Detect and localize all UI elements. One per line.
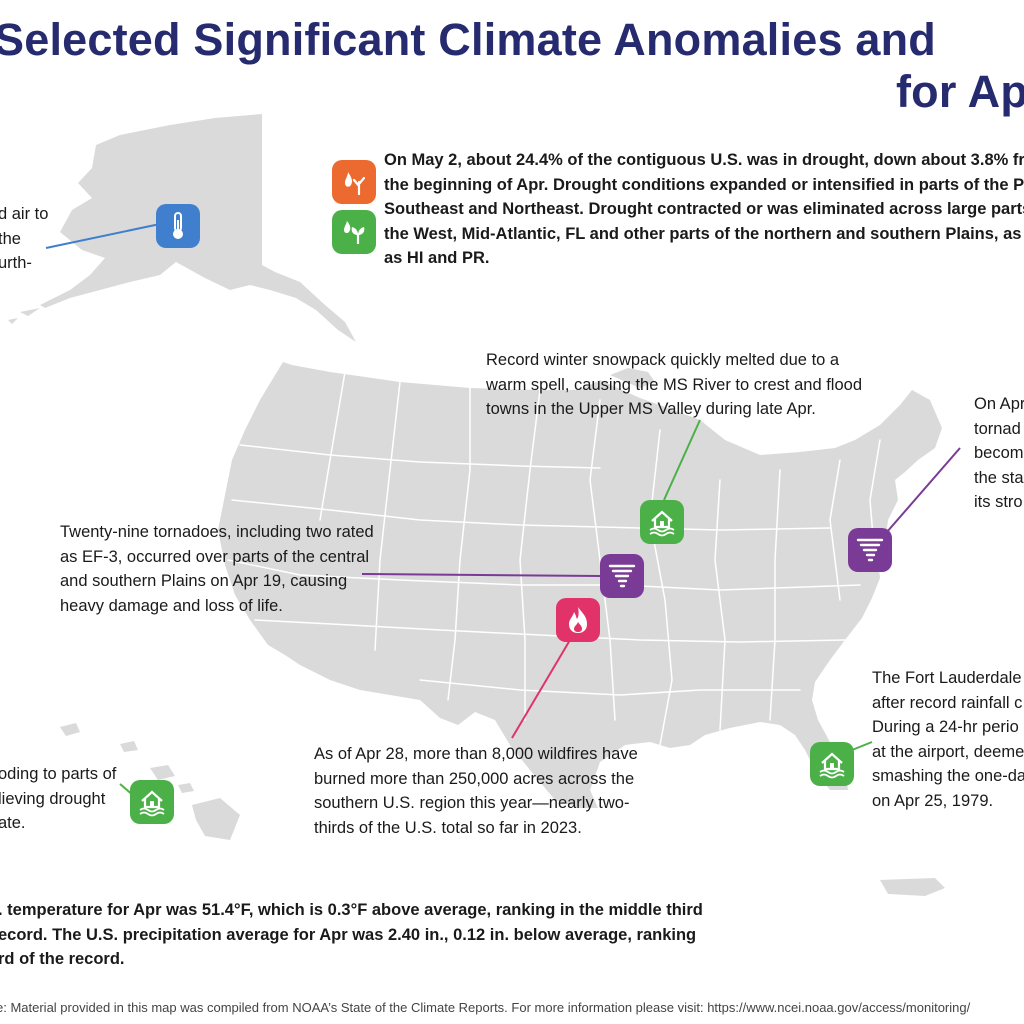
annotation-drought: On May 2, about 24.4% of the contiguous …	[384, 151, 1024, 267]
tornado-icon-northeast	[848, 528, 892, 572]
leader-line-wildfire	[511, 639, 571, 739]
leader-line-alaska	[45, 223, 161, 249]
annotation-hawaii: oding to parts of lieving drought ate.	[0, 765, 117, 832]
hawaii-shape	[60, 723, 240, 840]
annotation-florida: The Fort Lauderdale after record rainfal…	[872, 669, 1024, 810]
leader-line-plains	[361, 573, 601, 577]
flood-icon-hawaii	[130, 780, 174, 824]
source-footnote: e: Material provided in this map was com…	[0, 1000, 971, 1015]
national-summary: . temperature for Apr was 51.4°F, which …	[0, 901, 703, 968]
annotation-alaska: d air to the urth-	[0, 205, 49, 272]
drought-icon	[332, 160, 376, 204]
annotation-plains: Twenty-nine tornadoes, including two rat…	[60, 523, 374, 615]
leader-line-northeast	[879, 447, 961, 541]
map-title-line-2: for Ap	[896, 66, 1024, 117]
wildfire-icon	[556, 598, 600, 642]
annotation-snowpack: Record winter snowpack quickly melted du…	[486, 351, 862, 418]
tornado-icon-plains	[600, 554, 644, 598]
flood-icon-florida	[810, 742, 854, 786]
flood-icon-upper-ms	[640, 500, 684, 544]
puerto-rico-shape	[880, 878, 945, 896]
annotation-northeast: On Apr tornad becom the sta its stro	[974, 395, 1024, 511]
annotation-wildfire: As of Apr 28, more than 8,000 wildfires …	[314, 745, 638, 837]
leader-line-florida	[851, 741, 873, 751]
thermometer-icon	[156, 204, 200, 248]
wet-plant-icon	[332, 210, 376, 254]
state-borders	[227, 371, 881, 746]
map-title-line-1: Selected Significant Climate Anomalies a…	[0, 14, 936, 65]
leader-line-snowpack	[663, 419, 701, 501]
